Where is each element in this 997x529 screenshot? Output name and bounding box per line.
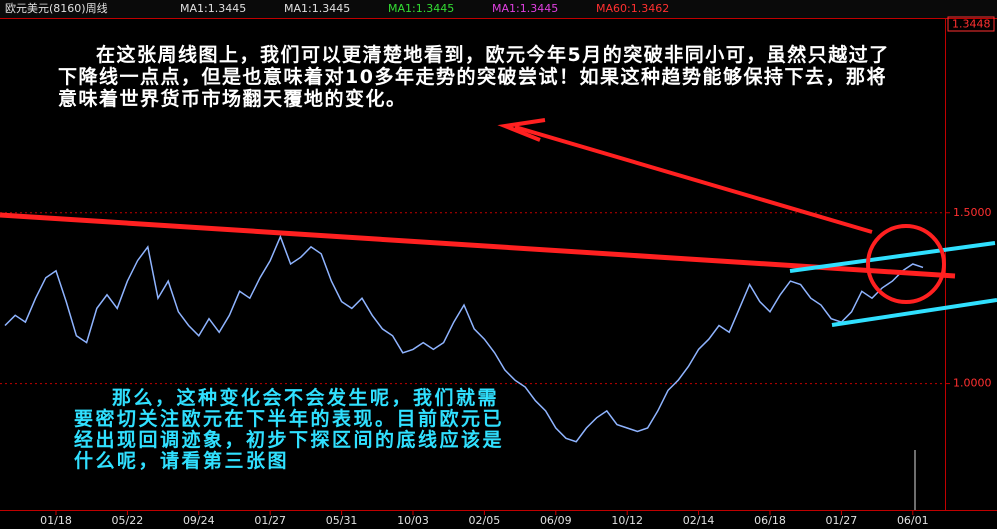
annotation: 那么，这种变化会不会发生呢，我们就需要密切关注欧元在下半年的表现。目前欧元已经出…: [74, 387, 505, 472]
x-tick-label: 01/27: [826, 514, 858, 527]
y-tick-label: 1.0000: [953, 377, 992, 390]
x-tick-label: 01/27: [254, 514, 286, 527]
chart-title: 欧元美元(8160)周线: [5, 1, 108, 15]
annotation: 在这张周线图上，我们可以更清楚地看到，欧元今年5月的突破非同小可，虽然只越过了下…: [58, 44, 890, 110]
indicator-label: MA1:1.3445: [284, 2, 350, 15]
price-line: [4, 234, 924, 443]
x-tick-label: 02/14: [683, 514, 715, 527]
indicator-label: MA1:1.3445: [388, 2, 454, 15]
x-tick-label: 10/03: [397, 514, 429, 527]
arrow-head: [497, 118, 546, 142]
y-tick-label: 1.5000: [953, 206, 992, 219]
x-tick-label: 06/18: [754, 514, 786, 527]
x-tick-label: 05/22: [112, 514, 144, 527]
x-tick-label: 09/24: [183, 514, 215, 527]
x-tick-label: 05/31: [326, 514, 358, 527]
highlight-circle: [866, 224, 946, 304]
indicator-label: MA60:1.3462: [596, 2, 669, 15]
x-tick-label: 06/09: [540, 514, 572, 527]
indicator-label: MA1:1.3445: [492, 2, 558, 15]
header-bar: [0, 0, 997, 18]
x-tick-label: 10/12: [611, 514, 643, 527]
price-tag-box: [947, 16, 995, 32]
x-tick-label: 06/01: [897, 514, 929, 527]
channel-bottom: [831, 298, 997, 327]
indicator-label: MA1:1.3445: [180, 2, 246, 15]
price-tag: 1.3448: [952, 18, 991, 31]
channel-top: [789, 241, 996, 273]
downtrend-line: [0, 212, 956, 279]
x-tick-label: 02/05: [469, 514, 501, 527]
arrow-shaft: [514, 125, 873, 234]
x-tick-label: 01/18: [40, 514, 72, 527]
